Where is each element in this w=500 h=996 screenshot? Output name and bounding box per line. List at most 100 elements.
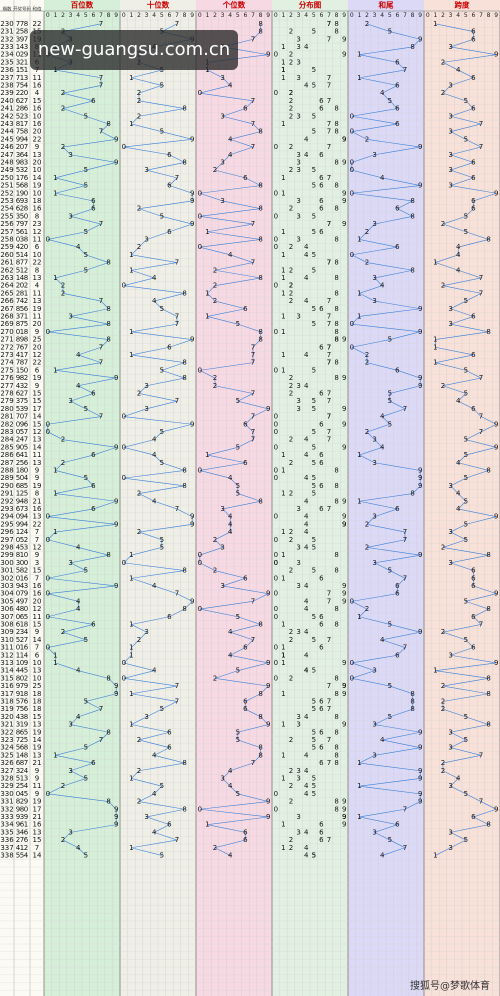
trend-digit: 3	[448, 128, 452, 136]
period: 292	[0, 497, 13, 505]
trend-digit: 5	[160, 536, 164, 544]
distribution-digit: 8	[334, 158, 338, 166]
trend-digit: 7	[479, 428, 483, 436]
distribution-digit: 4	[304, 605, 309, 613]
draw-digit: 9	[24, 721, 28, 729]
distribution-digit: 5	[312, 228, 316, 236]
trend-digit: 4	[380, 636, 385, 644]
draw-digit: 2	[20, 767, 24, 775]
distribution-digit: 4	[304, 520, 309, 528]
trend-digit: 4	[228, 767, 233, 775]
draw-digit: 3	[20, 813, 24, 821]
distribution-digit: 9	[342, 35, 346, 43]
draw-digit: 8	[24, 20, 28, 28]
draw-digit: 3	[16, 828, 20, 836]
trend-digit: 5	[84, 228, 88, 236]
sum-value: 15	[33, 567, 42, 575]
draw-digit: 2	[20, 636, 24, 644]
trend-digit: 4	[456, 505, 461, 513]
distribution-digit: 9	[342, 520, 346, 528]
trend-digit: 3	[68, 151, 72, 159]
trend-digit: 5	[236, 397, 240, 405]
trend-digit: 0	[46, 428, 50, 436]
period: 234	[0, 51, 14, 59]
distribution-digit: 4	[304, 436, 309, 444]
draw-digit: 5	[24, 443, 28, 451]
period: 294	[0, 513, 14, 521]
draw-digit: 7	[24, 636, 28, 644]
trend-digit: 5	[236, 736, 240, 744]
draw-digit: 1	[16, 528, 20, 536]
trend-digit: 3	[448, 559, 452, 567]
trend-digit: 8	[106, 674, 110, 682]
draw-digit: 6	[16, 759, 21, 767]
trend-digit: 8	[486, 821, 490, 829]
trend-digit: 8	[258, 620, 262, 628]
draw-digit: 8	[20, 605, 24, 613]
distribution-digit: 9	[342, 197, 346, 205]
digit-label: 0	[350, 12, 354, 19]
trend-digit: 9	[494, 189, 498, 197]
digit-label: 9	[266, 12, 270, 19]
draw-digit: 4	[20, 790, 25, 798]
trend-digit: 3	[448, 844, 452, 852]
distribution-digit: 6	[319, 151, 324, 159]
distribution-digit: 9	[342, 443, 346, 451]
distribution-digit: 9	[342, 590, 346, 598]
trend-digit: 0	[122, 474, 126, 482]
distribution-digit: 2	[289, 89, 293, 97]
trend-digit: 7	[99, 705, 103, 713]
trend-digit: 1	[53, 490, 57, 498]
draw-digit: 6	[24, 836, 29, 844]
trend-digit: 8	[182, 466, 186, 474]
period: 236	[0, 66, 14, 74]
draw-digit: 6	[24, 420, 29, 428]
sum-value: 7	[35, 844, 39, 852]
distribution-digit: 2	[289, 51, 293, 59]
draw-digit: 0	[16, 235, 20, 243]
sum-value: 8	[35, 266, 39, 274]
trend-digit: 4	[152, 582, 157, 590]
sum-value: 14	[33, 413, 42, 421]
digit-label: 0	[198, 12, 202, 19]
trend-digit: 1	[129, 251, 133, 259]
draw-digit: 0	[16, 513, 20, 521]
trend-digit: 0	[122, 659, 126, 667]
digit-label: 1	[53, 12, 57, 19]
trend-digit: 9	[114, 805, 118, 813]
distribution-digit: 0	[274, 89, 278, 97]
draw-digit: 1	[16, 651, 20, 659]
trend-digit: 3	[144, 235, 148, 243]
distribution-digit: 7	[327, 436, 331, 444]
trend-digit: 8	[486, 721, 490, 729]
draw-digit: 7	[24, 120, 28, 128]
draw-digit: 5	[20, 705, 24, 713]
draw-digit: 8	[16, 305, 20, 313]
trend-digit: 8	[106, 120, 110, 128]
trend-digit: 9	[266, 798, 270, 806]
trend-digit: 2	[441, 282, 445, 290]
distribution-digit: 7	[327, 389, 331, 397]
trend-digit: 3	[372, 721, 376, 729]
trend-digit: 1	[53, 659, 57, 667]
digit-label: 7	[403, 12, 407, 19]
trend-digit: 7	[99, 413, 103, 421]
sum-value: 22	[33, 20, 42, 28]
distribution-digit: 5	[312, 320, 316, 328]
distribution-digit: 4	[304, 81, 309, 89]
trend-digit: 4	[228, 135, 233, 143]
digit-label: 7	[251, 12, 255, 19]
trend-digit: 4	[456, 490, 461, 498]
trend-digit: 8	[410, 197, 414, 205]
distribution-digit: 6	[319, 205, 324, 213]
trend-digit: 5	[464, 212, 468, 220]
draw-digit: 2	[24, 536, 28, 544]
distribution-digit: 1	[281, 844, 285, 852]
trend-digit: 8	[182, 374, 186, 382]
trend-digit: 5	[464, 228, 468, 236]
digit-label: 3	[449, 12, 453, 19]
sum-value: 11	[33, 235, 42, 243]
trend-digit: 2	[61, 89, 65, 97]
period: 306	[0, 605, 14, 613]
trend-digit: 5	[464, 474, 468, 482]
